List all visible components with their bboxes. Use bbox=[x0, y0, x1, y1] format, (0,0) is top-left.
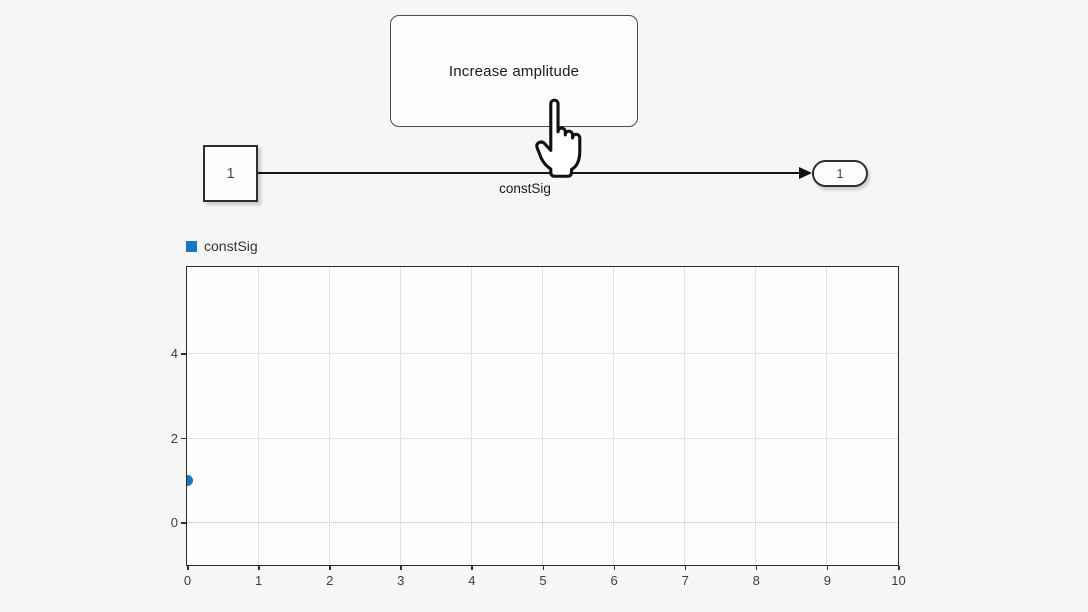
zero-gridline bbox=[187, 522, 898, 524]
x-tick-mark bbox=[187, 566, 189, 570]
x-tick-label: 3 bbox=[397, 573, 405, 588]
x-tick-label: 4 bbox=[468, 573, 476, 588]
x-gridline bbox=[826, 267, 828, 565]
increase-amplitude-button-label: Increase amplitude bbox=[448, 62, 580, 80]
chart-wrapper: 0 1 2 3 4 5 6 7 8 9 10 0 2 4 bbox=[171, 266, 906, 588]
x-gridline bbox=[257, 267, 259, 565]
x-gridline bbox=[542, 267, 543, 565]
chart-legend[interactable]: constSig bbox=[186, 238, 258, 254]
plot-area[interactable] bbox=[186, 266, 899, 566]
legend-label: constSig bbox=[204, 238, 258, 254]
outport-block-value: 1 bbox=[836, 166, 844, 181]
y-tick-label: 2 bbox=[170, 430, 178, 446]
x-tick-label: 5 bbox=[539, 573, 547, 588]
x-gridline bbox=[684, 267, 686, 565]
y-gridline bbox=[187, 437, 898, 439]
outport-block[interactable]: 1 bbox=[812, 160, 868, 187]
x-gridline bbox=[328, 267, 330, 565]
x-tick-label: 1 bbox=[254, 573, 263, 588]
legend-color-swatch bbox=[186, 240, 197, 252]
x-tick-label: 8 bbox=[752, 573, 760, 588]
x-tick-mark bbox=[684, 566, 687, 570]
x-gridline bbox=[470, 267, 472, 565]
y-gridline bbox=[187, 353, 898, 355]
x-tick-mark bbox=[898, 566, 900, 570]
signal-wire[interactable] bbox=[258, 172, 801, 174]
data-point-marker bbox=[187, 474, 193, 486]
x-tick-label: 7 bbox=[681, 573, 689, 588]
constant-block-value: 1 bbox=[226, 165, 235, 182]
x-tick-mark bbox=[400, 566, 402, 570]
x-tick-label: 9 bbox=[823, 573, 831, 588]
x-tick-mark bbox=[542, 566, 544, 570]
x-gridline bbox=[755, 267, 757, 565]
wire-arrowhead-icon bbox=[799, 167, 812, 179]
x-tick-mark bbox=[258, 566, 260, 570]
x-gridline bbox=[613, 267, 615, 565]
x-tick-mark bbox=[613, 566, 616, 570]
y-tick-label: 4 bbox=[170, 346, 178, 362]
signal-name-label: constSig bbox=[499, 181, 551, 196]
x-tick-mark bbox=[471, 566, 473, 570]
increase-amplitude-button[interactable]: Increase amplitude bbox=[390, 15, 638, 127]
x-tick-label: 0 bbox=[183, 573, 192, 588]
hand-pointer-cursor-icon bbox=[535, 98, 582, 178]
x-tick-label: 10 bbox=[891, 573, 906, 588]
x-tick-mark bbox=[329, 566, 331, 570]
x-tick-mark bbox=[755, 566, 758, 570]
y-tick-label: 0 bbox=[170, 515, 178, 531]
x-tick-label: 2 bbox=[326, 573, 334, 588]
constant-block[interactable]: 1 bbox=[203, 145, 258, 202]
x-gridline bbox=[399, 267, 401, 565]
x-tick-label: 6 bbox=[610, 573, 618, 588]
x-tick-mark bbox=[826, 566, 829, 570]
